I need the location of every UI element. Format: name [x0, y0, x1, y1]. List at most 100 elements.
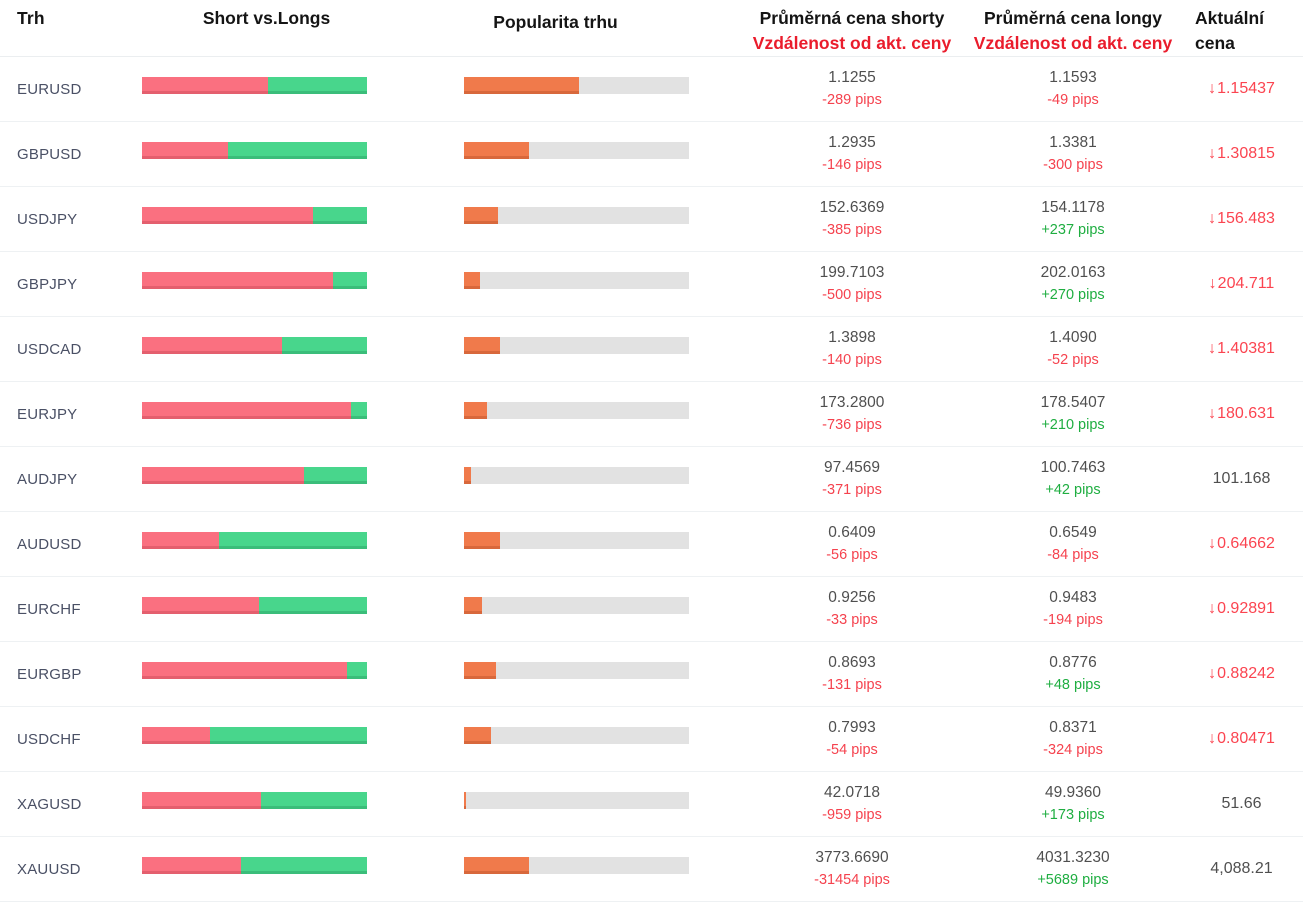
avg-long-price: 1.4090 [1049, 329, 1097, 346]
short-segment [142, 531, 219, 549]
avg-long-distance: +270 pips [1041, 287, 1105, 303]
avg-short-price: 173.2800 [819, 394, 885, 411]
avg-short-distance: -385 pips [822, 222, 882, 238]
table-header: Trh Short vs.Longs Popularita trhu Průmě… [0, 0, 1303, 57]
table-body: EURUSD 1.1255 -289 pips 1.1593 -49 pips … [0, 57, 1303, 902]
popularity-bar [464, 206, 689, 224]
short-long-bar [142, 206, 367, 224]
popularity-bar [464, 661, 689, 679]
market-label: USDCAD [17, 340, 82, 358]
avg-long-distance: -49 pips [1047, 92, 1099, 108]
avg-long-price: 1.3381 [1049, 134, 1097, 151]
avg-short-distance: -131 pips [822, 677, 882, 693]
avg-short-price: 199.7103 [819, 264, 885, 281]
header-current-price-line2: cena [1195, 33, 1235, 53]
long-segment [261, 791, 367, 809]
avg-short-price: 1.2935 [828, 134, 876, 151]
down-arrow-icon: ↓ [1208, 340, 1217, 357]
header-avg-long-price: Průměrná cena longy [984, 8, 1162, 28]
short-segment [142, 401, 352, 419]
current-price: 1.15437 [1217, 80, 1275, 97]
avg-long-distance: +237 pips [1041, 222, 1105, 238]
table-row: EURJPY 173.2800 -736 pips 178.5407 +210 … [0, 382, 1303, 447]
popularity-fill [464, 466, 471, 484]
current-price: 0.92891 [1217, 600, 1275, 617]
table-row: AUDUSD 0.6409 -56 pips 0.6549 -84 pips ↓… [0, 512, 1303, 577]
avg-short-price: 0.8693 [828, 654, 876, 671]
avg-long-distance: +173 pips [1041, 807, 1105, 823]
short-segment [142, 466, 304, 484]
long-segment [304, 466, 367, 484]
market-label: USDJPY [17, 210, 78, 228]
avg-short-price: 3773.6690 [815, 849, 889, 866]
avg-long-price: 0.8371 [1049, 719, 1097, 736]
popularity-bar [464, 401, 689, 419]
down-arrow-icon: ↓ [1208, 730, 1217, 747]
avg-long-price: 0.9483 [1049, 589, 1097, 606]
header-avg-short-distance: Vzdálenost od akt. ceny [752, 33, 952, 53]
popularity-fill [464, 726, 491, 744]
header-market: Trh [17, 8, 45, 28]
avg-short-distance: -146 pips [822, 157, 882, 173]
popularity-bar [464, 791, 689, 809]
avg-long-distance: +42 pips [1045, 482, 1101, 498]
short-segment [142, 271, 334, 289]
avg-short-price: 0.6409 [828, 524, 876, 541]
avg-short-price: 152.6369 [819, 199, 885, 216]
table-row: USDCAD 1.3898 -140 pips 1.4090 -52 pips … [0, 317, 1303, 382]
market-label: EURUSD [17, 80, 82, 98]
table-row: XAGUSD 42.0718 -959 pips 49.9360 +173 pi… [0, 772, 1303, 837]
short-long-bar [142, 466, 367, 484]
current-price: 204.711 [1217, 275, 1275, 292]
avg-long-price: 100.7463 [1040, 459, 1106, 476]
popularity-fill [464, 661, 496, 679]
avg-long-price: 49.9360 [1044, 784, 1102, 801]
short-segment [142, 141, 228, 159]
table-row: AUDJPY 97.4569 -371 pips 100.7463 +42 pi… [0, 447, 1303, 512]
popularity-bar [464, 141, 689, 159]
avg-short-distance: -56 pips [826, 547, 878, 563]
long-segment [209, 726, 367, 744]
long-segment [346, 661, 367, 679]
avg-short-distance: -140 pips [822, 352, 882, 368]
current-price: 4,088.21 [1210, 860, 1273, 877]
table-row: EURUSD 1.1255 -289 pips 1.1593 -49 pips … [0, 57, 1303, 122]
market-label: GBPUSD [17, 145, 82, 163]
popularity-fill [464, 791, 467, 809]
short-long-bar [142, 726, 367, 744]
short-long-bar [142, 661, 367, 679]
current-price: 101.168 [1212, 470, 1271, 487]
avg-long-distance: -52 pips [1047, 352, 1099, 368]
avg-long-distance: +5689 pips [1037, 872, 1109, 888]
short-long-bar [142, 76, 367, 94]
current-price: 0.88242 [1217, 665, 1275, 682]
avg-short-price: 97.4569 [823, 459, 881, 476]
avg-short-distance: -500 pips [822, 287, 882, 303]
long-segment [227, 141, 367, 159]
avg-long-price: 4031.3230 [1036, 849, 1110, 866]
down-arrow-icon: ↓ [1208, 80, 1217, 97]
down-arrow-icon: ↓ [1208, 275, 1217, 292]
current-price: 180.631 [1217, 405, 1275, 422]
long-segment [313, 206, 367, 224]
avg-long-distance: +48 pips [1045, 677, 1101, 693]
avg-short-price: 42.0718 [823, 784, 881, 801]
short-segment [142, 661, 347, 679]
popularity-fill [464, 271, 480, 289]
avg-long-price: 154.1178 [1041, 199, 1105, 216]
avg-short-distance: -736 pips [822, 417, 882, 433]
short-long-bar [142, 856, 367, 874]
avg-long-price: 0.8776 [1049, 654, 1097, 671]
header-avg-short-price: Průměrná cena shorty [759, 8, 945, 28]
avg-short-distance: -31454 pips [814, 872, 890, 888]
long-segment [218, 531, 367, 549]
current-price: 156.483 [1217, 210, 1275, 227]
current-price: 51.66 [1221, 795, 1262, 812]
avg-long-price: 202.0163 [1040, 264, 1106, 281]
market-label: USDCHF [17, 730, 81, 748]
long-segment [241, 856, 367, 874]
avg-short-price: 1.3898 [828, 329, 876, 346]
popularity-fill [464, 336, 500, 354]
short-long-bar [142, 596, 367, 614]
down-arrow-icon: ↓ [1208, 535, 1217, 552]
